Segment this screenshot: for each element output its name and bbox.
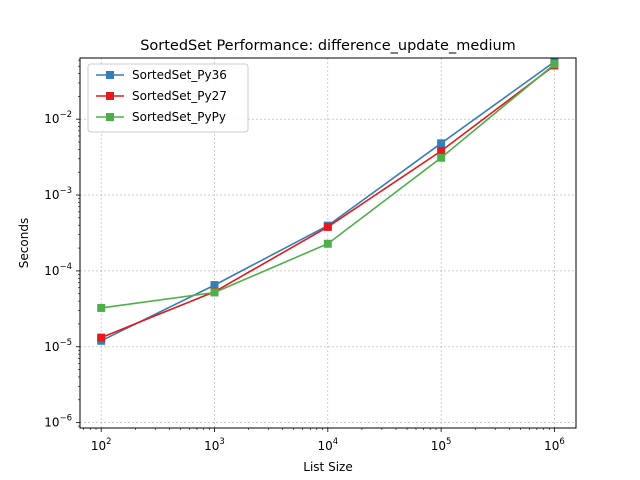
series-layer [97, 57, 559, 345]
legend-item: SortedSet_PyPy [96, 110, 226, 124]
legend-swatch-marker [106, 92, 114, 100]
y-tick-label: 10−2 [44, 110, 72, 126]
legend: SortedSet_Py36 SortedSet_Py27 SortedSet_Py… [87, 63, 249, 133]
y-tick-label: 10−4 [44, 262, 72, 278]
legend-label: SortedSet_Py27 [132, 89, 227, 103]
chart-title: SortedSet Performance: difference_update… [140, 38, 516, 54]
data-point [210, 281, 219, 290]
grid [80, 58, 576, 428]
data-point [323, 222, 332, 231]
data-point [210, 288, 219, 297]
legend-item: SortedSet_Py27 [96, 89, 227, 103]
data-point [97, 333, 106, 342]
series-SortedSet_PyPy [97, 60, 559, 312]
legend-swatch-marker [106, 113, 114, 121]
x-axis-label: List Size [303, 460, 352, 474]
x-tick-label: 104 [317, 437, 338, 453]
legend-label: SortedSet_Py36 [132, 68, 227, 82]
x-axis: 102 103 104 105 106 [83, 428, 565, 453]
x-tick-label: 106 [544, 437, 565, 453]
x-tick-label: 102 [91, 437, 112, 453]
y-tick-label: 10−3 [44, 186, 72, 202]
legend-label: SortedSet_PyPy [132, 110, 226, 124]
y-axis-label: Seconds [17, 218, 31, 268]
x-tick-label: 103 [204, 437, 225, 453]
data-point [323, 239, 332, 248]
data-point [437, 153, 446, 162]
y-tick-label: 10−6 [44, 414, 72, 430]
x-tick-label: 105 [431, 437, 452, 453]
legend-box [87, 63, 249, 133]
legend-item: SortedSet_Py36 [96, 68, 227, 82]
data-point [437, 139, 446, 148]
data-point [437, 147, 446, 156]
y-tick-label: 10−5 [44, 338, 72, 354]
legend-swatch-marker [106, 71, 114, 79]
y-axis: 10−6 10−5 10−4 10−3 10−2 [44, 59, 80, 430]
data-point [550, 60, 559, 69]
data-point [97, 303, 106, 312]
